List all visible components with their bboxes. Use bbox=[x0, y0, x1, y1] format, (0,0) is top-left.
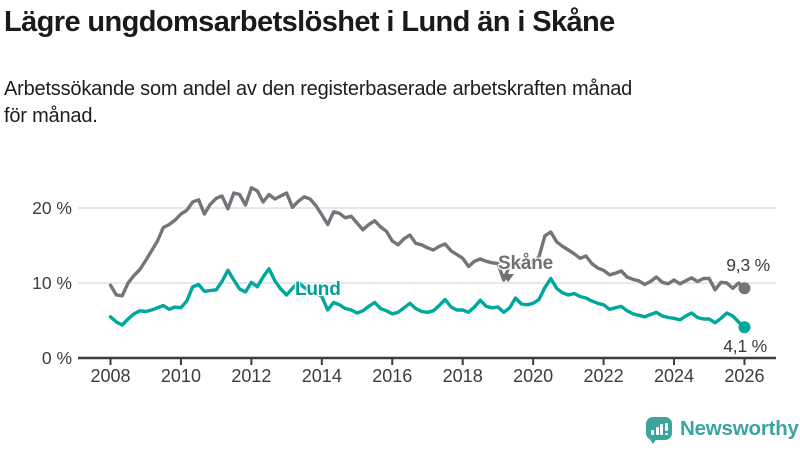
x-tick-label: 2026 bbox=[724, 366, 765, 386]
x-tick-label: 2012 bbox=[231, 366, 272, 386]
series-pointer-down-icon bbox=[502, 274, 514, 282]
y-tick-label: 10 % bbox=[32, 273, 72, 293]
x-tick-label: 2022 bbox=[583, 366, 624, 386]
y-tick-label: 0 % bbox=[41, 348, 72, 368]
x-tick-label: 2010 bbox=[160, 366, 201, 386]
series-line-skåne bbox=[108, 186, 747, 298]
chart-subtitle: Arbetssökande som andel av den registerb… bbox=[4, 78, 633, 127]
series-label-skane-text: Skåne bbox=[498, 253, 553, 274]
x-tick-label: 2018 bbox=[442, 366, 483, 386]
lund-end-value: 4,1 % bbox=[723, 336, 767, 356]
y-tick-label: 20 % bbox=[32, 198, 72, 218]
x-tick-label: 2014 bbox=[301, 366, 342, 386]
series-line-lund bbox=[108, 267, 747, 329]
x-tick-label: 2016 bbox=[372, 366, 413, 386]
series-end-dot-skåne bbox=[738, 282, 751, 295]
line-chart bbox=[78, 186, 776, 365]
x-tick-label: 2008 bbox=[90, 366, 131, 386]
chart-title: Lägre ungdomsarbetslöshet i Lund än i Sk… bbox=[4, 6, 615, 38]
skane-end-value: 9,3 % bbox=[726, 255, 770, 275]
series-label-lund: Lund bbox=[295, 279, 341, 301]
bar-chart-speech-bubble-icon bbox=[646, 416, 672, 444]
x-tick-label: 2020 bbox=[513, 366, 554, 386]
x-tick-label: 2024 bbox=[653, 366, 695, 386]
newsworthy-brand: Newsworthy bbox=[646, 414, 799, 444]
series-label-lund-text: Lund bbox=[295, 279, 341, 300]
series-label-skane: Skåne bbox=[498, 253, 553, 282]
brand-name: Newsworthy bbox=[680, 417, 799, 440]
series-end-dot-lund bbox=[738, 321, 751, 334]
